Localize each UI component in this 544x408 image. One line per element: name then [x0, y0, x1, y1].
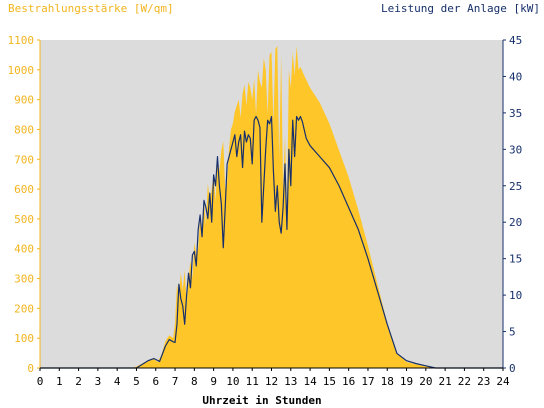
left-axis-ticks: 0 100 200 300 400 500 600 700 800 900 1000 1100 [8, 34, 40, 375]
x-tick-label: 23 [477, 375, 490, 388]
left-tick-label: 300 [14, 273, 34, 286]
left-tick-label: 400 [14, 243, 34, 256]
right-tick-label: 5 [509, 326, 516, 339]
x-tick-label: 18 [381, 375, 394, 388]
x-tick-label: 5 [133, 375, 140, 388]
left-tick-label: 1000 [8, 64, 35, 77]
x-tick-label: 11 [246, 375, 259, 388]
x-tick-label: 2 [75, 375, 82, 388]
right-tick-label: 10 [509, 289, 522, 302]
x-tick-label: 12 [265, 375, 278, 388]
power-line [40, 115, 503, 369]
x-axis-ticks: 0 1 2 3 4 5 6 7 8 9 10 11 12 13 14 15 16 17 18 19 20 21 22 23 24 [37, 368, 510, 388]
x-tick-label: 10 [226, 375, 239, 388]
left-tick-label: 100 [14, 332, 34, 345]
left-tick-label: 1100 [8, 34, 35, 47]
x-axis-title: Uhrzeit in Stunden [202, 394, 321, 407]
right-tick-label: 15 [509, 253, 522, 266]
x-tick-label: 3 [95, 375, 102, 388]
x-tick-label: 22 [458, 375, 471, 388]
x-tick-label: 14 [303, 375, 317, 388]
irradiance-series-layer [40, 45, 503, 369]
x-tick-label: 13 [284, 375, 297, 388]
right-tick-label: 45 [509, 34, 522, 47]
x-tick-label: 16 [342, 375, 355, 388]
left-tick-label: 0 [27, 362, 34, 375]
left-tick-label: 600 [14, 183, 34, 196]
left-axis-title: Bestrahlungsstärke [W/qm] [8, 2, 174, 15]
x-tick-label: 19 [400, 375, 413, 388]
left-tick-label: 700 [14, 153, 34, 166]
right-tick-label: 30 [509, 143, 522, 156]
x-tick-label: 21 [439, 375, 452, 388]
x-tick-label: 17 [361, 375, 374, 388]
left-tick-label: 500 [14, 213, 34, 226]
x-tick-label: 0 [37, 375, 44, 388]
x-tick-label: 4 [114, 375, 121, 388]
right-axis-title: Leistung der Anlage [kW] [381, 2, 540, 15]
x-tick-label: 24 [496, 375, 510, 388]
right-tick-label: 20 [509, 216, 522, 229]
right-tick-label: 35 [509, 107, 522, 120]
right-axis-ticks: 0 5 10 15 20 25 30 35 40 45 [503, 34, 522, 375]
left-tick-label: 800 [14, 123, 34, 136]
x-tick-label: 8 [191, 375, 198, 388]
irradiance-area [40, 45, 503, 369]
x-tick-label: 7 [172, 375, 179, 388]
x-tick-label: 20 [419, 375, 432, 388]
x-tick-label: 9 [210, 375, 217, 388]
left-tick-label: 900 [14, 94, 34, 107]
left-tick-label: 200 [14, 302, 34, 315]
x-tick-label: 1 [56, 375, 63, 388]
right-tick-label: 0 [509, 362, 516, 375]
x-tick-label: 15 [323, 375, 336, 388]
right-tick-label: 25 [509, 180, 522, 193]
right-tick-label: 40 [509, 70, 522, 83]
x-tick-label: 6 [152, 375, 159, 388]
power-series-layer [40, 115, 503, 369]
